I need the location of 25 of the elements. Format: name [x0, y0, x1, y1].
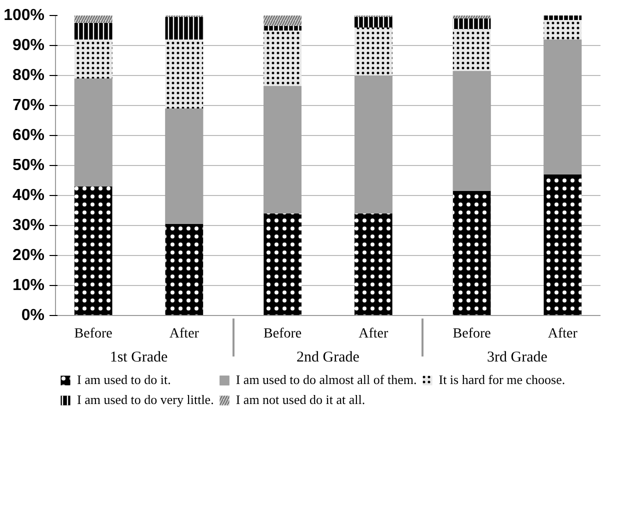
- x-tick-label: Before: [74, 326, 112, 342]
- legend-label: I am not used do it at all.: [236, 392, 366, 408]
- y-tick-label: 0%: [21, 307, 44, 324]
- legend-label: I am used to do it.: [77, 372, 171, 388]
- y-tick-label: 100%: [4, 7, 44, 24]
- y-tick-label: 80%: [12, 67, 45, 84]
- x-tick-label: After: [358, 326, 389, 342]
- y-tick-label: 40%: [12, 187, 45, 204]
- y-tick-label: 20%: [12, 247, 45, 264]
- text: 1st Grade: [110, 350, 168, 366]
- legend-label: It is hard for me choose.: [438, 372, 566, 388]
- y-tick-label: 10%: [12, 277, 45, 294]
- x-tick-label: Before: [264, 326, 302, 342]
- text: 3rd Grade: [487, 350, 548, 366]
- x-tick-label: Before: [452, 326, 491, 342]
- y-tick-label: 50%: [12, 157, 45, 174]
- legend-label: I am used to do very little.: [77, 392, 214, 408]
- y-tick-label: 30%: [12, 217, 45, 234]
- legend-label: I am used to do almost all of them.: [236, 372, 417, 388]
- y-tick-label: 60%: [12, 127, 45, 144]
- x-tick-label: After: [169, 326, 200, 342]
- y-tick-label: 70%: [12, 97, 45, 114]
- text: 2nd Grade: [296, 350, 360, 366]
- y-tick-label: 90%: [12, 37, 45, 54]
- x-tick-label: After: [548, 326, 578, 342]
